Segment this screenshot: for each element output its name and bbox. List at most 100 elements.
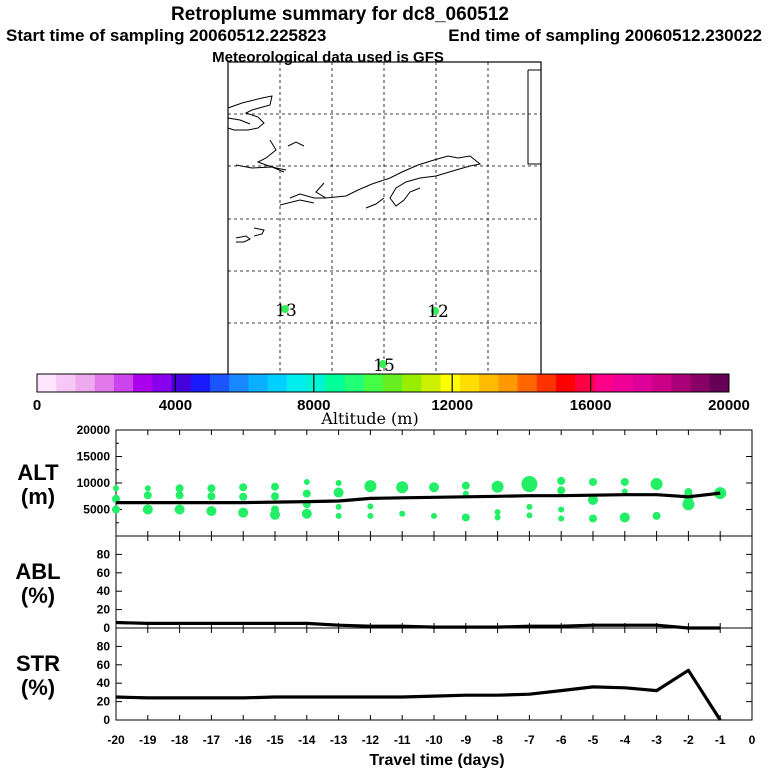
scatter-point xyxy=(521,476,538,493)
figure-title: Retroplume summary for dc8_060512 xyxy=(171,4,509,25)
scatter-point xyxy=(558,506,565,513)
colorbar-cell xyxy=(210,374,230,392)
y-tick-label: 20000 xyxy=(77,423,111,437)
colorbar-ticks: 0 4000 8000 12000 16000 20000 xyxy=(33,374,750,414)
scatter-point xyxy=(367,503,374,510)
y-tick-label: 80 xyxy=(97,547,111,561)
scatter-point xyxy=(367,512,374,519)
scatter-point xyxy=(557,476,566,485)
y-tick-label: 0 xyxy=(103,621,110,635)
scatter-point xyxy=(588,494,598,505)
colorbar-cell xyxy=(267,374,288,392)
colorbar-cell xyxy=(75,374,96,392)
colorbar-cell xyxy=(556,374,576,392)
colorbar-cell xyxy=(498,374,519,392)
colorbar-cell xyxy=(363,374,384,392)
colorbar-cell xyxy=(344,374,365,392)
panel-alt: 5000 10000 15000 20000 ALT(m) xyxy=(17,423,753,537)
scatter-point xyxy=(461,481,470,490)
altitude-colorbar: 0 4000 8000 12000 16000 20000 Altitude (m) xyxy=(33,373,750,428)
y-tick-label: 20 xyxy=(97,695,111,709)
x-tick-label: -14 xyxy=(298,733,316,747)
scatter-point xyxy=(682,498,695,511)
colorbar-cell xyxy=(652,374,672,392)
panel-abl: 0 20 40 60 80 ABL(%) xyxy=(15,535,753,635)
scatter-point xyxy=(491,480,504,493)
x-tick-label: -8 xyxy=(492,733,503,747)
x-tick-label: -20 xyxy=(107,733,125,747)
map-marker-13 xyxy=(281,305,289,313)
panel-ylabel-line1: ABL xyxy=(15,559,60,584)
colorbar-cell xyxy=(248,374,269,392)
y-tick-label: 20 xyxy=(97,603,111,617)
map-marker-12 xyxy=(431,307,439,315)
colorbar-cell xyxy=(171,374,192,392)
panel-ylabel-line1: STR xyxy=(16,651,60,676)
colorbar-title: Altitude (m) xyxy=(320,409,418,428)
colorbar-tick-label: 12000 xyxy=(431,397,473,414)
x-tick-label: -9 xyxy=(460,733,471,747)
colorbar-cell xyxy=(286,374,307,392)
x-tick-label: -17 xyxy=(203,733,221,747)
scatter-point xyxy=(142,504,153,515)
colorbar-cell xyxy=(37,374,57,392)
start-time-label: Start time of sampling 20060512.225823 xyxy=(6,26,326,45)
panel-frame xyxy=(115,627,753,721)
map-marker-13-label: 13 xyxy=(275,301,297,321)
scatter-point xyxy=(494,509,501,516)
y-tick-label: 40 xyxy=(97,584,111,598)
scatter-point xyxy=(494,514,501,521)
colorbar-cell xyxy=(383,374,403,392)
end-time-label: End time of sampling 20060512.230022 xyxy=(448,26,762,45)
scatter-point xyxy=(301,508,312,519)
scatter-point xyxy=(714,487,727,500)
scatter-point xyxy=(461,513,470,522)
colorbar-cell xyxy=(575,374,595,392)
x-tick-label: -11 xyxy=(394,733,411,747)
colorbar-cell xyxy=(421,374,442,392)
charts: 5000100001500020000ALT(m)020406080ABL(%)… xyxy=(15,423,756,769)
scatter-point xyxy=(175,491,184,500)
series-line-abl xyxy=(115,620,721,630)
scatter-point xyxy=(207,492,216,501)
x-tick-label: -3 xyxy=(651,733,662,747)
x-tick-label: -6 xyxy=(556,733,567,747)
y-tick-label: 60 xyxy=(97,566,111,580)
colorbar-frame xyxy=(36,373,730,393)
scatter-point xyxy=(335,503,342,510)
colorbar-cell xyxy=(440,374,461,392)
colorbar-cell xyxy=(113,374,134,392)
colorbar-tick-label: 8000 xyxy=(297,397,330,414)
scatter-point xyxy=(174,504,185,515)
colorbar-cell xyxy=(190,374,211,392)
x-tick-label: -4 xyxy=(619,733,630,747)
coastline xyxy=(227,69,541,243)
scatter-point xyxy=(143,491,152,500)
colorbar-cell xyxy=(133,374,153,392)
map-marker-12-label: 12 xyxy=(427,302,449,322)
scatter-point xyxy=(271,492,279,501)
scatter-point xyxy=(270,509,280,520)
met-data-label: Meteorological data used is GFS xyxy=(212,49,444,66)
scatter-point xyxy=(650,478,663,491)
scatter-point xyxy=(239,492,248,501)
scatter-point xyxy=(302,489,311,498)
x-tick-label: -13 xyxy=(330,733,348,747)
x-tick-label: -5 xyxy=(588,733,599,747)
colorbar-cell xyxy=(594,374,615,392)
colorbar-cell xyxy=(94,374,115,392)
scatter-point xyxy=(589,477,597,486)
panel-ylabel-line2: (m) xyxy=(21,484,55,509)
y-tick-label: 60 xyxy=(97,658,111,672)
x-tick-label: -1 xyxy=(715,733,726,747)
colorbar-cell xyxy=(229,374,249,392)
scatter-point xyxy=(207,484,216,493)
series-line-str xyxy=(115,668,722,721)
colorbar-cell xyxy=(690,374,711,392)
y-tick-label: 5000 xyxy=(83,503,110,517)
scatter-point xyxy=(396,481,409,494)
y-tick-label: 80 xyxy=(97,639,111,653)
scatter-point xyxy=(557,486,566,495)
